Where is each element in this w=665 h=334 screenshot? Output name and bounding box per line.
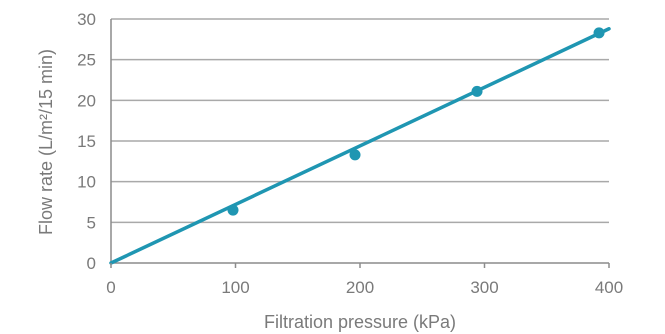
y-axis-title: Flow rate (L/m²/15 min): [36, 49, 56, 235]
ticks-layer: 0 100 200 300 400 0 5 10 15 20 25 30: [77, 10, 623, 297]
y-tick-label-30: 30: [77, 10, 96, 29]
x-tick-label-100: 100: [221, 278, 249, 297]
x-tick-label-0: 0: [106, 278, 115, 297]
points-layer: [227, 27, 605, 216]
x-tick-label-400: 400: [595, 278, 623, 297]
trend-layer: [109, 27, 611, 265]
y-tick-label-10: 10: [77, 173, 96, 192]
y-tick-label-20: 20: [77, 91, 96, 110]
y-tick-label-0: 0: [87, 254, 96, 273]
data-point-3: [471, 85, 483, 97]
data-point-2: [349, 149, 361, 161]
y-tick-label-25: 25: [77, 51, 96, 70]
x-axis-title: Filtration pressure (kPa): [264, 312, 456, 332]
x-tick-label-200: 200: [346, 278, 374, 297]
y-tick-label-5: 5: [87, 213, 96, 232]
trend-line: [109, 27, 611, 265]
data-point-4: [593, 27, 605, 39]
grid-layer: [111, 18, 609, 224]
x-tick-label-300: 300: [470, 278, 498, 297]
y-tick-label-15: 15: [77, 132, 96, 151]
data-point-1: [227, 204, 239, 216]
